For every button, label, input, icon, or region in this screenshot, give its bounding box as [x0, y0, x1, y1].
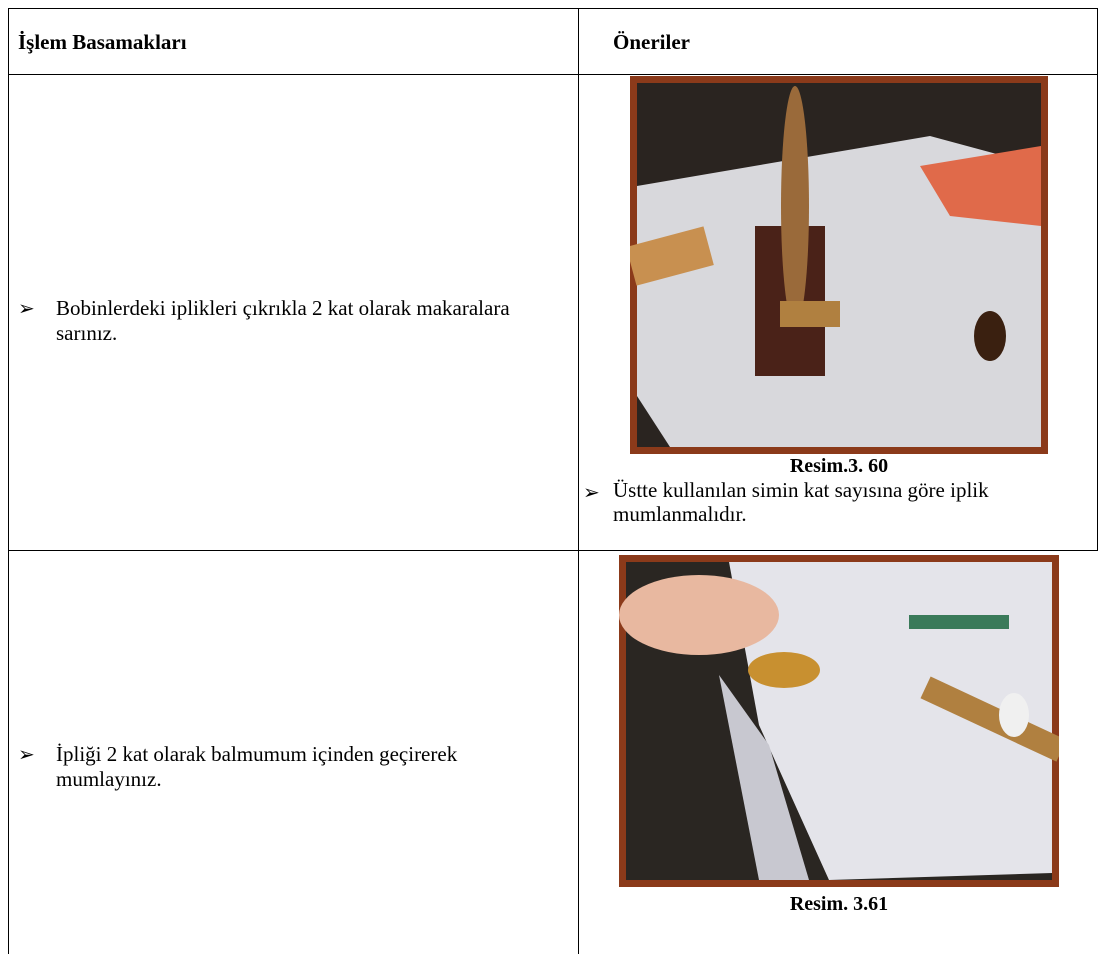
- border: [8, 550, 1098, 551]
- border: [8, 74, 1098, 75]
- step-text: İpliği 2 kat olarak balmumum içinden geç…: [56, 742, 458, 791]
- photo: [630, 76, 1048, 454]
- step-text: Bobinlerdeki iplikleri çıkrıkla 2 kat ol…: [56, 296, 510, 345]
- border: [578, 8, 579, 954]
- caption: Resim. 3.61: [789, 893, 889, 915]
- column-header: İşlem Basamakları: [18, 30, 187, 54]
- bullet: ➢: [583, 482, 600, 504]
- photo: [619, 555, 1059, 887]
- border: [8, 8, 1098, 9]
- column-header: Öneriler: [613, 30, 690, 54]
- note-text: Üstte kullanılan simin kat sayısına göre…: [613, 478, 989, 526]
- caption: Resim.3. 60: [789, 455, 889, 477]
- border: [8, 8, 9, 954]
- border: [1097, 8, 1098, 551]
- bullet: ➢: [18, 298, 35, 320]
- bullet: ➢: [18, 744, 35, 766]
